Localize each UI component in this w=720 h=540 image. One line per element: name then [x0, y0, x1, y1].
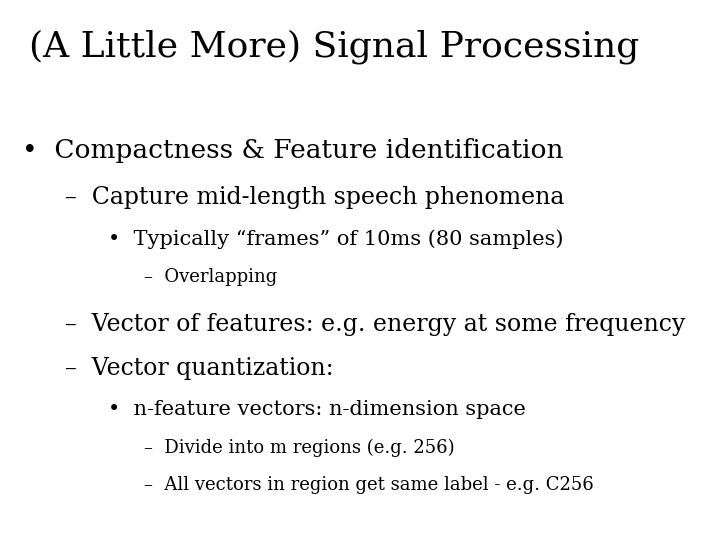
Text: –  Vector quantization:: – Vector quantization: — [65, 357, 333, 381]
Text: –  Divide into m regions (e.g. 256): – Divide into m regions (e.g. 256) — [144, 438, 454, 457]
Text: •  Compactness & Feature identification: • Compactness & Feature identification — [22, 138, 563, 163]
Text: (A Little More) Signal Processing: (A Little More) Signal Processing — [29, 30, 639, 64]
Text: –  Vector of features: e.g. energy at some frequency: – Vector of features: e.g. energy at som… — [65, 313, 685, 336]
Text: –  Capture mid-length speech phenomena: – Capture mid-length speech phenomena — [65, 186, 564, 210]
Text: •  n-feature vectors: n-dimension space: • n-feature vectors: n-dimension space — [108, 400, 526, 419]
Text: •  Typically “frames” of 10ms (80 samples): • Typically “frames” of 10ms (80 samples… — [108, 230, 564, 249]
Text: –  Overlapping: – Overlapping — [144, 268, 277, 286]
Text: –  All vectors in region get same label - e.g. C256: – All vectors in region get same label -… — [144, 476, 594, 494]
